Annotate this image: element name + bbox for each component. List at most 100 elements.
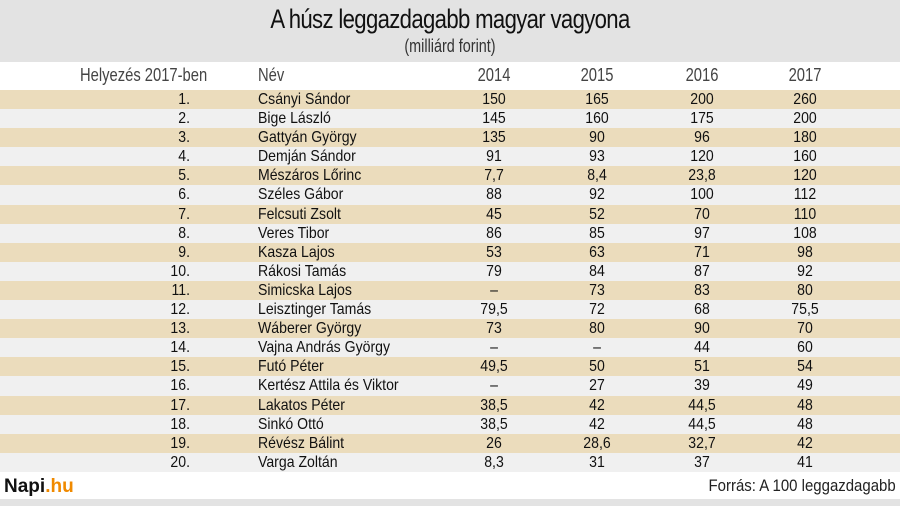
value-2016-cell: 39 [694, 377, 710, 395]
value-2015-cell: 31 [589, 453, 605, 471]
value-2017-cell: 48 [797, 415, 813, 433]
table-row: 10. Rákosi Tamás 79 84 87 92 [0, 261, 900, 281]
value-2015-cell: 85 [589, 224, 605, 242]
logo-accent: .hu [45, 476, 74, 497]
value-2014-cell: – [490, 339, 498, 357]
value-2015-cell: 52 [589, 205, 605, 223]
value-2016-cell: 96 [694, 129, 710, 147]
table-row: 9. Kasza Lajos 53 63 71 98 [0, 242, 900, 262]
name-cell: Bige László [258, 110, 331, 128]
rank-cell: 15. [170, 358, 190, 376]
value-2016-cell: 68 [694, 301, 710, 319]
table-row: 6. Széles Gábor 88 92 100 112 [0, 185, 900, 205]
value-2016-cell: 90 [694, 320, 710, 338]
name-cell: Felcsuti Zsolt [258, 205, 341, 223]
name-cell: Leisztinger Tamás [258, 301, 372, 319]
value-2015-cell: 72 [589, 301, 605, 319]
value-2015-cell: 80 [589, 320, 605, 338]
table-row: 20. Varga Zoltán 8,3 31 37 41 [0, 452, 900, 472]
table-row: 3. Gattyán György 135 90 96 180 [0, 128, 900, 148]
rank-cell: 3. [178, 129, 190, 147]
value-2017-cell: 92 [797, 262, 813, 280]
name-cell: Wáberer György [258, 320, 362, 338]
value-2015-cell: 93 [589, 148, 605, 166]
value-2015-cell: 84 [589, 262, 605, 280]
rank-cell: 18. [170, 415, 190, 433]
table-body: 1. Csányi Sándor 150 165 200 260 2. Bige László… [0, 90, 900, 472]
value-2017-cell: 41 [797, 453, 813, 471]
value-2014-cell: 150 [482, 91, 506, 108]
rank-cell: 16. [170, 377, 190, 395]
value-2016-cell: 200 [690, 91, 714, 108]
column-header-2014: 2014 [477, 65, 511, 85]
value-2016-cell: 70 [694, 205, 710, 223]
table-row: 16. Kertész Attila és Viktor – 27 39 49 [0, 376, 900, 396]
rank-cell: 8. [178, 224, 190, 242]
value-2014-cell: 73 [486, 320, 502, 338]
value-2015-cell: 50 [589, 358, 605, 376]
column-header-2015: 2015 [580, 65, 614, 85]
chart-title: A húsz leggazdagabb magyar vagyona [270, 4, 630, 34]
name-cell: Mészáros Lőrinc [258, 167, 362, 185]
value-2014-cell: 7,7 [484, 167, 504, 185]
value-2017-cell: 49 [797, 377, 813, 395]
rank-cell: 10. [170, 262, 190, 280]
value-2014-cell: 8,3 [484, 453, 504, 471]
rank-cell: 14. [170, 339, 190, 357]
value-2015-cell: 27 [589, 377, 605, 395]
name-cell: Lakatos Péter [258, 396, 345, 414]
value-2017-cell: 42 [797, 434, 813, 452]
table-row: 2. Bige László 145 160 175 200 [0, 109, 900, 129]
value-2014-cell: 79 [486, 262, 502, 280]
rank-cell: 17. [170, 396, 190, 414]
table-row: 8. Veres Tibor 86 85 97 108 [0, 223, 900, 243]
value-2016-cell: 32,7 [688, 434, 716, 452]
name-cell: Simicska Lajos [258, 281, 352, 299]
value-2017-cell: 112 [793, 186, 817, 204]
value-2014-cell: 86 [486, 224, 502, 242]
value-2017-cell: 75,5 [791, 301, 819, 319]
value-2015-cell: 28,6 [583, 434, 611, 452]
value-2015-cell: 42 [589, 396, 605, 414]
value-2016-cell: 87 [694, 262, 710, 280]
title-band: A húsz leggazdagabb magyar vagyona (mill… [0, 0, 900, 62]
value-2015-cell: 165 [585, 91, 609, 108]
rank-cell: 4. [178, 148, 190, 166]
table-row: 17. Lakatos Péter 38,5 42 44,5 48 [0, 395, 900, 415]
value-2014-cell: – [490, 281, 498, 299]
value-2015-cell: 92 [589, 186, 605, 204]
value-2014-cell: 49,5 [480, 358, 508, 376]
table-header: Helyezés 2017-ben Név 2014 2015 2016 201… [0, 62, 900, 90]
value-2017-cell: 180 [793, 129, 817, 147]
rank-cell: 7. [178, 205, 190, 223]
value-2014-cell: 145 [482, 110, 506, 128]
value-2016-cell: 97 [694, 224, 710, 242]
name-cell: Vajna András György [258, 339, 391, 357]
table-row: 13. Wáberer György 73 80 90 70 [0, 319, 900, 339]
value-2017-cell: 120 [793, 167, 817, 185]
value-2015-cell: 160 [585, 110, 609, 128]
value-2014-cell: 53 [486, 243, 502, 261]
value-2014-cell: 79,5 [480, 301, 508, 319]
table-row: 18. Sinkó Ottó 38,5 42 44,5 48 [0, 414, 900, 434]
column-header-rank: Helyezés 2017-ben [80, 65, 208, 85]
table-row: 12. Leisztinger Tamás 79,5 72 68 75,5 [0, 300, 900, 320]
value-2017-cell: 80 [797, 281, 813, 299]
value-2015-cell: 63 [589, 243, 605, 261]
column-header-2017: 2017 [788, 65, 822, 85]
value-2016-cell: 44,5 [688, 396, 716, 414]
value-2015-cell: – [593, 339, 601, 357]
column-header-2016: 2016 [685, 65, 719, 85]
name-cell: Csányi Sándor [258, 91, 351, 108]
value-2015-cell: 8,4 [587, 167, 607, 185]
name-cell: Demján Sándor [258, 148, 356, 166]
rank-cell: 20. [170, 453, 190, 471]
table-row: 5. Mészáros Lőrinc 7,7 8,4 23,8 120 [0, 166, 900, 186]
value-2014-cell: 38,5 [480, 415, 508, 433]
rank-cell: 12. [170, 301, 190, 319]
name-cell: Széles Gábor [258, 186, 344, 204]
logo-main: Napi [4, 476, 46, 497]
value-2014-cell: 45 [486, 205, 502, 223]
value-2016-cell: 83 [694, 281, 710, 299]
value-2014-cell: 88 [486, 186, 502, 204]
